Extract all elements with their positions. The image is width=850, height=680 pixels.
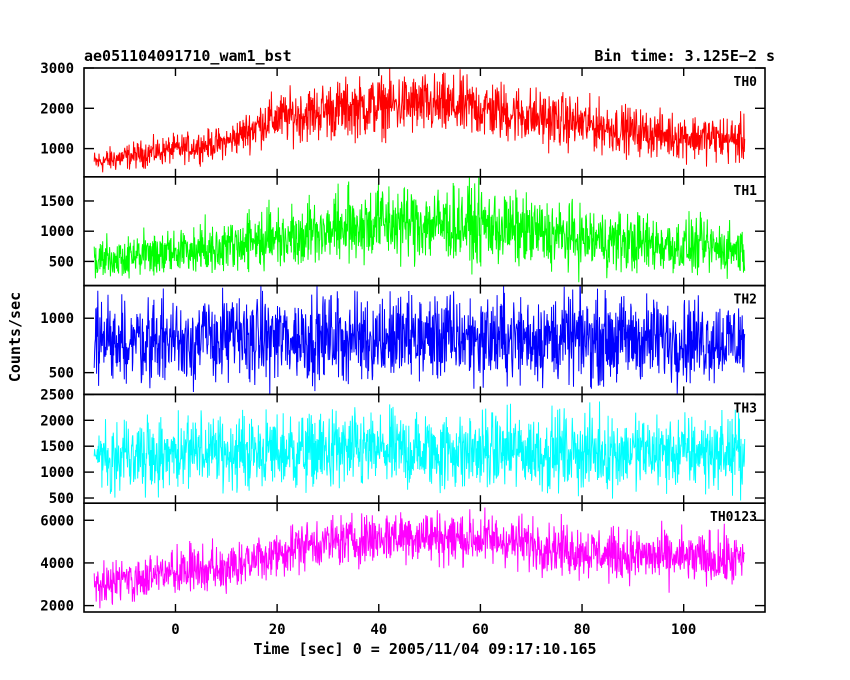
x-axis-title: Time [sec] 0 = 2005/11/04 09:17:10.165 bbox=[253, 640, 596, 658]
y-tick-label-th0: 1000 bbox=[40, 142, 74, 158]
x-tick-label: 40 bbox=[370, 622, 387, 638]
y-tick-label-th1: 1000 bbox=[40, 224, 74, 240]
y-tick-label-th3: 1500 bbox=[40, 439, 74, 455]
x-tick-label: 60 bbox=[472, 622, 489, 638]
y-tick-label-th3: 2000 bbox=[40, 413, 74, 429]
bin-time-label: Bin time: 3.125E−2 s bbox=[594, 47, 775, 65]
x-tick-label: 100 bbox=[671, 622, 696, 638]
y-tick-label-th2: 1000 bbox=[40, 311, 74, 327]
y-tick-label-th0123: 2000 bbox=[40, 599, 74, 615]
y-axis-title: Counts/sec bbox=[6, 292, 24, 382]
panel-label-th0: TH0 bbox=[734, 75, 758, 90]
y-tick-label-th3: 1000 bbox=[40, 465, 74, 481]
x-tick-label: 0 bbox=[171, 622, 179, 638]
light-curve-th0 bbox=[94, 67, 745, 173]
y-tick-label-th0: 2000 bbox=[40, 101, 74, 117]
y-tick-label-th0123: 4000 bbox=[40, 556, 74, 572]
light-curve-th2 bbox=[94, 280, 745, 396]
light-curve-th1 bbox=[94, 174, 745, 282]
light-curve-th0123 bbox=[94, 508, 745, 609]
y-tick-label-th3: 500 bbox=[49, 491, 74, 507]
y-tick-label-th0: 3000 bbox=[40, 61, 74, 77]
panel-label-th0123: TH0123 bbox=[710, 510, 757, 525]
y-tick-label-th1: 500 bbox=[49, 254, 74, 270]
light-curve-th3 bbox=[94, 402, 745, 501]
y-tick-label-th0123: 6000 bbox=[40, 513, 74, 529]
panel-label-th3: TH3 bbox=[734, 401, 757, 416]
x-tick-label: 80 bbox=[574, 622, 591, 638]
observation-id-title: ae051104091710_wam1_bst bbox=[84, 47, 292, 65]
panels-group: 100020003000TH050010001500TH15001000TH25… bbox=[40, 61, 765, 638]
y-tick-label-th3: 2500 bbox=[40, 387, 74, 403]
y-tick-label-th2: 500 bbox=[49, 366, 74, 382]
panel-label-th2: TH2 bbox=[734, 293, 757, 308]
y-tick-label-th1: 1500 bbox=[40, 194, 74, 210]
x-tick-label: 20 bbox=[269, 622, 286, 638]
panel-label-th1: TH1 bbox=[734, 184, 758, 199]
